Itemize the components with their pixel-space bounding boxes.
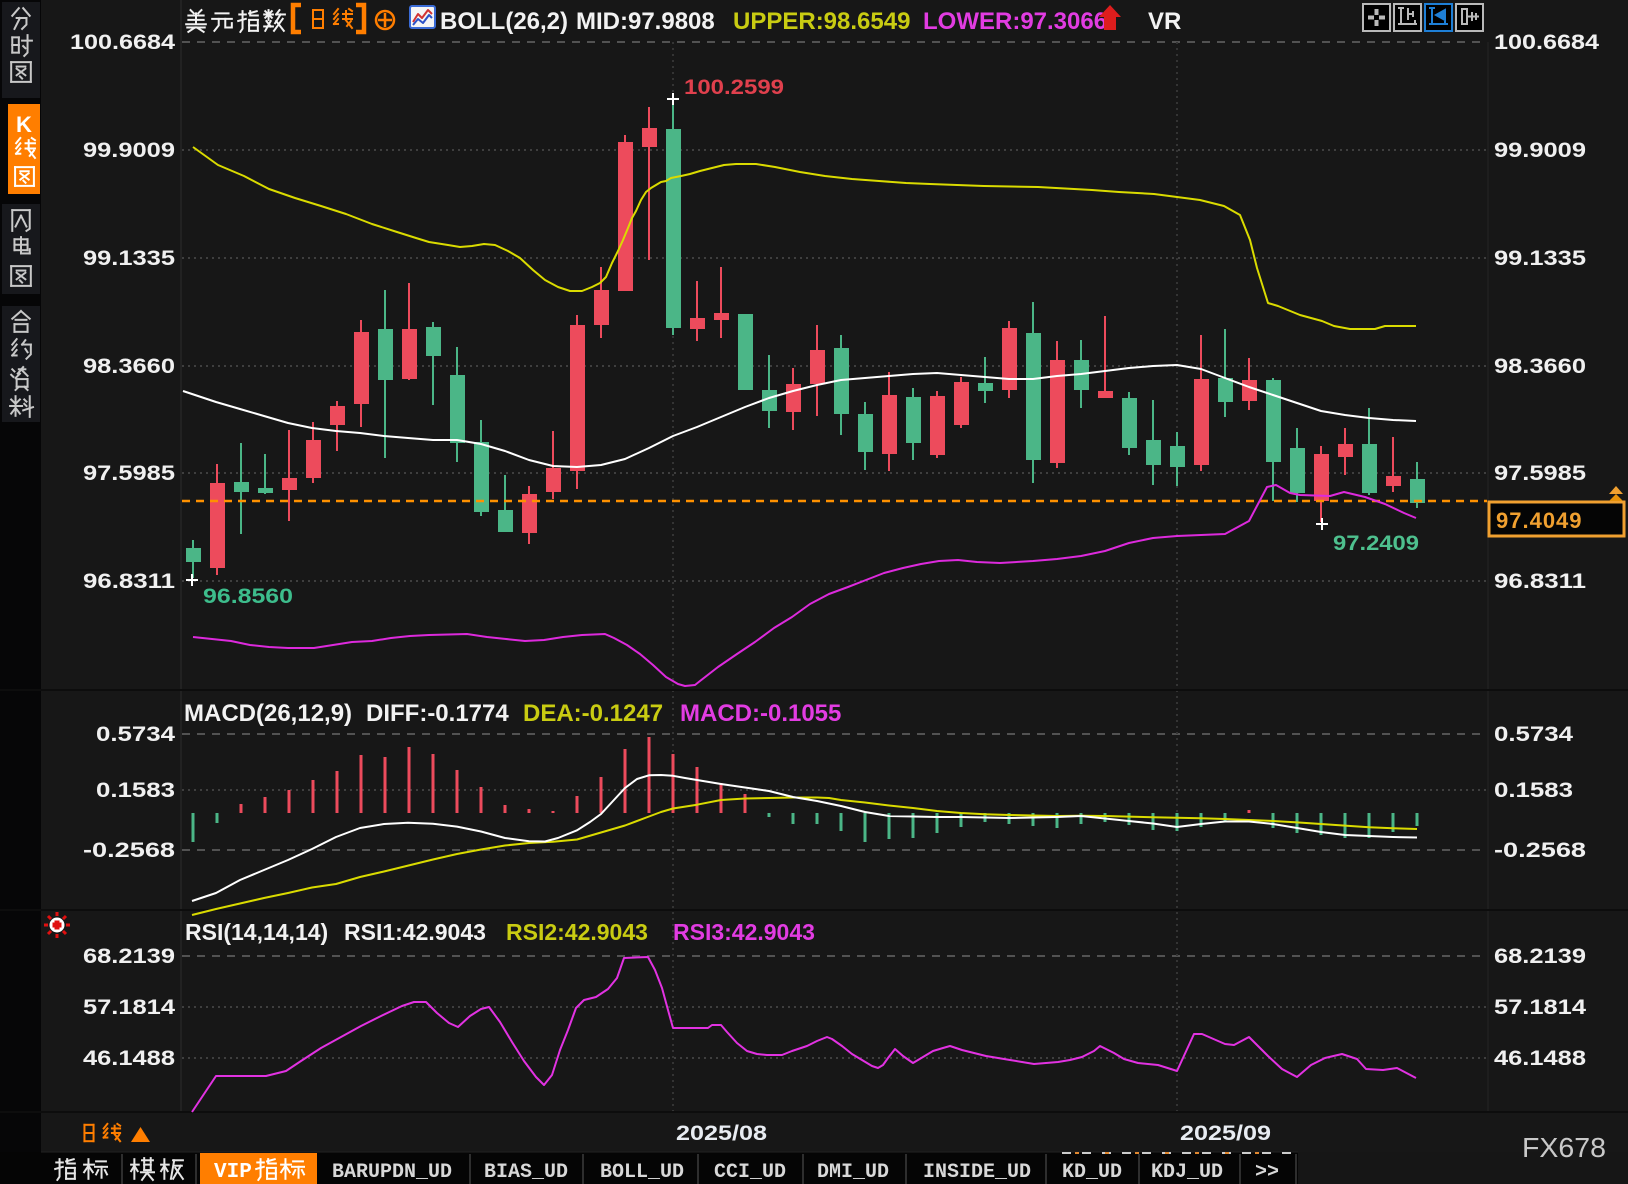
- svg-text:46.1488: 46.1488: [83, 1047, 175, 1070]
- svg-text:100.6684: 100.6684: [70, 31, 175, 54]
- svg-text:99.1335: 99.1335: [1494, 247, 1586, 270]
- svg-text:DEA:-0.1247: DEA:-0.1247: [523, 700, 663, 727]
- svg-text:DIFF:-0.1774: DIFF:-0.1774: [366, 700, 509, 727]
- svg-text:97.5985: 97.5985: [83, 462, 175, 485]
- svg-text:CCI_UD: CCI_UD: [714, 1161, 786, 1184]
- svg-text:100.2599: 100.2599: [684, 76, 784, 99]
- svg-text:VR: VR: [1148, 8, 1181, 35]
- svg-text:VIP: VIP: [214, 1161, 252, 1184]
- svg-text:KD_UD: KD_UD: [1062, 1161, 1122, 1184]
- svg-text:99.1335: 99.1335: [83, 247, 175, 270]
- svg-text:68.2139: 68.2139: [1494, 945, 1586, 968]
- svg-text:0.1583: 0.1583: [96, 779, 175, 802]
- svg-text:RSI3:42.9043: RSI3:42.9043: [673, 919, 815, 945]
- svg-text:LOWER:97.3066: LOWER:97.3066: [923, 8, 1107, 35]
- svg-text:RSI2:42.9043: RSI2:42.9043: [506, 919, 648, 945]
- svg-text:KDJ_UD: KDJ_UD: [1151, 1161, 1223, 1184]
- svg-text:100.6684: 100.6684: [1494, 31, 1599, 54]
- svg-text:2025/08: 2025/08: [676, 1122, 767, 1145]
- svg-text:96.8311: 96.8311: [83, 570, 175, 593]
- svg-text:99.9009: 99.9009: [83, 139, 175, 162]
- svg-text:68.2139: 68.2139: [83, 945, 175, 968]
- svg-text:MACD:-0.1055: MACD:-0.1055: [680, 700, 841, 727]
- svg-text:57.1814: 57.1814: [1494, 996, 1586, 1019]
- svg-text:MACD(26,12,9): MACD(26,12,9): [184, 700, 352, 727]
- svg-text:MID:97.9808: MID:97.9808: [576, 8, 715, 35]
- svg-text:BIAS_UD: BIAS_UD: [484, 1161, 568, 1184]
- svg-text:>>: >>: [1255, 1161, 1279, 1184]
- svg-text:98.3660: 98.3660: [1494, 355, 1586, 378]
- svg-text:98.3660: 98.3660: [83, 355, 175, 378]
- svg-text:K: K: [16, 112, 32, 137]
- svg-text:96.8560: 96.8560: [203, 585, 293, 608]
- svg-text:97.5985: 97.5985: [1494, 462, 1586, 485]
- svg-text:0.5734: 0.5734: [96, 723, 175, 746]
- svg-text:2025/09: 2025/09: [1180, 1122, 1271, 1145]
- svg-text:RSI(14,14,14): RSI(14,14,14): [185, 919, 328, 945]
- svg-text:-0.2568: -0.2568: [1494, 839, 1586, 862]
- svg-text:DMI_UD: DMI_UD: [817, 1161, 889, 1184]
- svg-text:0.1583: 0.1583: [1494, 779, 1573, 802]
- svg-text:INSIDE_UD: INSIDE_UD: [923, 1161, 1031, 1184]
- svg-text:96.8311: 96.8311: [1494, 570, 1586, 593]
- svg-text:-0.2568: -0.2568: [83, 839, 175, 862]
- svg-text:0.5734: 0.5734: [1494, 723, 1573, 746]
- svg-text:FX678: FX678: [1522, 1132, 1606, 1163]
- svg-text:BOLL(26,2): BOLL(26,2): [440, 8, 568, 35]
- svg-text:RSI1:42.9043: RSI1:42.9043: [344, 919, 486, 945]
- svg-text:97.4049: 97.4049: [1496, 508, 1583, 533]
- svg-text:BARUPDN_UD: BARUPDN_UD: [332, 1161, 452, 1184]
- svg-text:BOLL_UD: BOLL_UD: [600, 1161, 684, 1184]
- svg-text:99.9009: 99.9009: [1494, 139, 1586, 162]
- svg-text:UPPER:98.6549: UPPER:98.6549: [733, 8, 910, 35]
- svg-text:57.1814: 57.1814: [83, 996, 175, 1019]
- svg-text:97.2409: 97.2409: [1333, 532, 1419, 555]
- svg-text:46.1488: 46.1488: [1494, 1047, 1586, 1070]
